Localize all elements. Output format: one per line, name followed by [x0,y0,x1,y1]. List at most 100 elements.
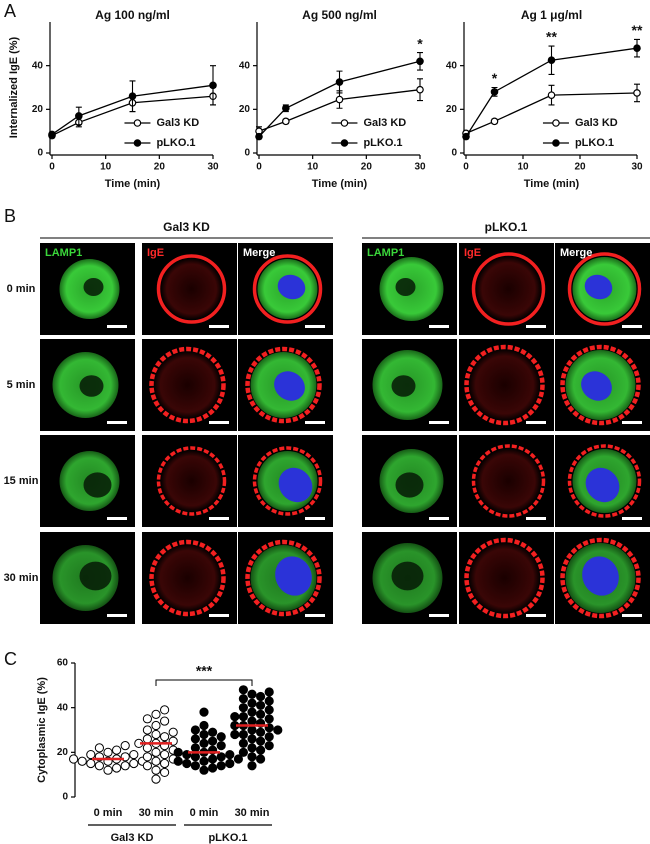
data-point [120,741,130,751]
data-point [86,758,96,769]
x-tick-label: 10 [517,162,529,173]
legend-label: pLKO.1 [156,137,195,149]
data-point [142,761,152,771]
data-point [160,716,170,726]
x-tick-label: 0 [256,162,262,173]
series-line [465,47,638,137]
data-point [233,754,243,764]
data-point [151,709,161,719]
legend-marker [133,139,142,147]
data-point [247,752,257,762]
data-point [238,729,248,740]
panel-letter: A [4,1,16,21]
data-point [247,698,257,708]
ige-membrane [245,346,322,424]
data-point [142,714,152,724]
nucleus [582,556,619,596]
x-axis-label: Time (min) [312,178,368,190]
ige-membrane [567,444,642,518]
data-point [151,720,161,731]
panel-letter: B [4,206,16,226]
scale-bar [622,614,642,617]
data-point [160,749,170,760]
scale-bar [429,421,449,424]
channel-label: LAMP1 [45,247,82,259]
data-point [247,707,257,717]
data-point [208,763,218,773]
scale-bar [107,421,127,424]
scale-bar [107,325,127,328]
group-title: Gal3 KD [163,220,210,234]
data-point [199,729,209,740]
ige-membrane [252,446,323,516]
data-point [335,95,344,104]
nucleus [277,274,306,300]
data-point [273,725,283,735]
data-point [256,709,266,719]
data-point [264,705,274,715]
nucleus [581,371,612,401]
nucleus [584,274,613,300]
chart-title: Ag 100 ng/ml [95,8,170,22]
legend-marker [552,139,560,147]
data-point [238,685,248,695]
data-point [151,774,161,784]
data-point [94,761,105,771]
data-point [633,89,641,97]
row-label: 30 min [4,572,39,584]
channel-label: LAMP1 [367,247,404,259]
data-point [173,756,183,766]
data-point [77,756,87,766]
data-point [160,732,170,742]
ige-membrane [471,252,546,326]
data-point [416,85,424,94]
legend-label: Gal3 KD [363,117,406,129]
data-point [282,117,290,126]
y-axis-label: Cytoplasmic IgE (%) [36,677,48,783]
y-axis-label: Internalized IgE (%) [8,36,20,138]
scale-bar [107,614,127,617]
ige-membrane [560,344,641,426]
ige-membrane [471,444,546,518]
legend-label: Gal3 KD [156,117,199,129]
data-point [238,703,248,713]
nucleus [278,467,313,503]
ige-membrane [149,539,226,617]
series-line [51,84,214,135]
scale-bar [622,517,642,520]
y-tick-label: 40 [446,60,458,71]
data-point [94,743,105,753]
y-tick-label: 20 [57,747,69,758]
ige-interior [153,544,222,612]
panel-letter: C [4,649,17,669]
data-point [256,745,266,755]
x-tick-label: 30 [414,162,426,173]
x-tick-label: 0 [49,162,55,173]
cell-dark-region [79,561,112,591]
y-tick-label: 20 [239,104,251,115]
legend-marker [340,119,349,127]
chart-title: Ag 500 ng/ml [302,8,377,22]
data-point [264,732,274,742]
scale-bar [526,325,546,328]
data-point [129,749,139,760]
data-point [216,752,226,762]
channel-label: IgE [464,247,481,259]
data-point [238,738,248,749]
data-point [247,761,257,771]
data-point [264,714,274,724]
series-line [258,89,421,132]
scale-bar [622,325,642,328]
data-point [547,56,556,65]
data-point [69,754,79,764]
cell-dark-region [83,472,112,498]
data-point [151,729,161,740]
group-label: Gal3 KD [111,832,154,844]
x-tick-label: 0 [463,162,469,173]
x-tick-label: 0 min [190,807,219,819]
scale-bar [429,614,449,617]
cell-dark-region [391,375,416,397]
x-tick-label: 30 min [139,807,174,819]
data-point [247,716,257,726]
